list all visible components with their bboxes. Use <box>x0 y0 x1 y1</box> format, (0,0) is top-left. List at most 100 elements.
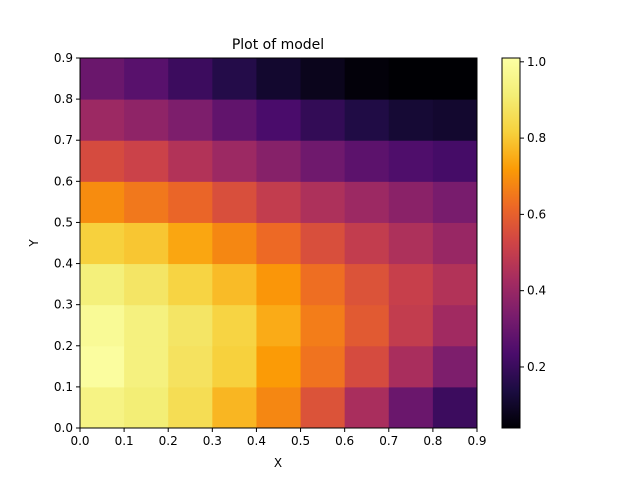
heatmap-cell <box>344 181 390 223</box>
heatmap-cell <box>168 345 213 388</box>
heatmap-cell <box>432 304 478 347</box>
colorbar-tick-label: 1.0 <box>527 55 546 69</box>
heatmap-cell <box>124 58 169 100</box>
heatmap-cell <box>124 140 169 182</box>
heatmap-cell <box>388 99 434 141</box>
x-tick-label: 0.2 <box>159 434 178 448</box>
heatmap-cell <box>80 58 125 100</box>
heatmap-cell <box>212 345 257 388</box>
heatmap-cell <box>432 222 478 265</box>
heatmap-cell <box>80 263 125 306</box>
heatmap-cell <box>168 99 213 141</box>
y-tick-label: 0.5 <box>54 215 73 229</box>
heatmap-cell <box>300 181 346 223</box>
heatmap-cell <box>432 58 478 100</box>
heatmap-cell <box>300 58 346 100</box>
colorbar <box>501 57 521 429</box>
heatmap-cell <box>388 222 434 265</box>
heatmap-cell <box>344 99 390 141</box>
heatmap-cell <box>212 263 257 306</box>
heatmap-cell <box>256 58 302 100</box>
heatmap-cell <box>344 304 390 347</box>
y-tick-label: 0.3 <box>54 298 73 312</box>
y-tick-label: 0.9 <box>54 51 73 65</box>
x-tick-label: 0.6 <box>335 434 354 448</box>
heatmap-cell <box>432 386 478 429</box>
heatmap-cell <box>168 263 213 306</box>
heatmap-cell <box>344 345 390 388</box>
x-tick-label: 0.1 <box>115 434 134 448</box>
heatmap-cell <box>432 99 478 141</box>
heatmap-cell <box>388 58 434 100</box>
heatmap-cell <box>168 304 213 347</box>
y-axis-label: Y <box>27 239 41 248</box>
y-tick-label: 0.0 <box>54 421 73 435</box>
heatmap-cell <box>168 386 213 429</box>
heatmap-cell <box>300 386 346 429</box>
heatmap-cell <box>256 263 302 306</box>
heatmap-cell <box>212 181 257 223</box>
y-axis-ticks: 0.0 0.1 0.2 0.3 0.4 0.5 0.6 0.7 0.8 0.9 <box>54 51 80 435</box>
heatmap-cell <box>300 99 346 141</box>
heatmap-cell <box>124 304 169 347</box>
x-tick-label: 0.4 <box>247 434 266 448</box>
heatmap-cell <box>256 386 302 429</box>
heatmap-cell <box>256 345 302 388</box>
heatmap-cell <box>256 304 302 347</box>
colorbar-ticks: 0.2 0.4 0.6 0.8 1.0 <box>520 55 546 374</box>
heatmap-cell <box>344 222 390 265</box>
heatmap-cell <box>432 263 478 306</box>
heatmap-cell <box>344 386 390 429</box>
heatmap-cell <box>80 386 125 429</box>
heatmap-cell <box>300 304 346 347</box>
heatmap-cell <box>212 386 257 429</box>
heatmap-cell <box>388 304 434 347</box>
x-tick-label: 0.3 <box>203 434 222 448</box>
heatmap-cell <box>168 181 213 223</box>
heatmap-cell <box>124 345 169 388</box>
heatmap-cell <box>388 345 434 388</box>
heatmap-cell <box>256 181 302 223</box>
heatmap-cell <box>124 386 169 429</box>
heatmap-cell <box>388 181 434 223</box>
x-axis-ticks: 0.0 0.1 0.2 0.3 0.4 0.5 0.6 0.7 0.8 0.9 <box>70 428 487 448</box>
heatmap-cell <box>212 222 257 265</box>
x-axis-label: X <box>274 456 282 470</box>
heatmap-cell <box>212 140 257 182</box>
heatmap-cell <box>80 222 125 265</box>
colorbar-tick-label: 0.6 <box>527 207 546 221</box>
heatmap-cell <box>124 222 169 265</box>
heatmap-cell <box>168 58 213 100</box>
y-tick-label: 0.1 <box>54 380 73 394</box>
y-tick-label: 0.4 <box>54 257 73 271</box>
heatmap-cell <box>80 181 125 223</box>
chart-title: Plot of model <box>232 37 324 53</box>
colorbar-tick-label: 0.2 <box>527 360 546 374</box>
heatmap-cell <box>124 181 169 223</box>
heatmap-cell <box>80 140 125 182</box>
heatmap-cell <box>168 140 213 182</box>
y-tick-label: 0.8 <box>54 92 73 106</box>
heatmap-cell <box>124 263 169 306</box>
heatmap-cell <box>212 304 257 347</box>
heatmap-cell <box>432 345 478 388</box>
x-tick-label: 0.7 <box>379 434 398 448</box>
heatmap-cell <box>256 222 302 265</box>
colorbar-tick-label: 0.8 <box>527 131 546 145</box>
heatmap-cell <box>256 99 302 141</box>
x-tick-label: 0.5 <box>291 434 310 448</box>
heatmap-cell <box>168 222 213 265</box>
x-tick-label: 0.9 <box>467 434 486 448</box>
y-tick-label: 0.6 <box>54 174 73 188</box>
heatmap-cells <box>80 58 478 429</box>
y-tick-label: 0.7 <box>54 133 73 147</box>
heatmap-cell <box>344 140 390 182</box>
heatmap-cell <box>432 181 478 223</box>
heatmap-cell <box>80 345 125 388</box>
heatmap-cell <box>388 263 434 306</box>
plot-frame <box>79 57 478 429</box>
heatmap-cell <box>80 304 125 347</box>
colorbar-tick-label: 0.4 <box>527 284 546 298</box>
heatmap-cell <box>212 58 257 100</box>
